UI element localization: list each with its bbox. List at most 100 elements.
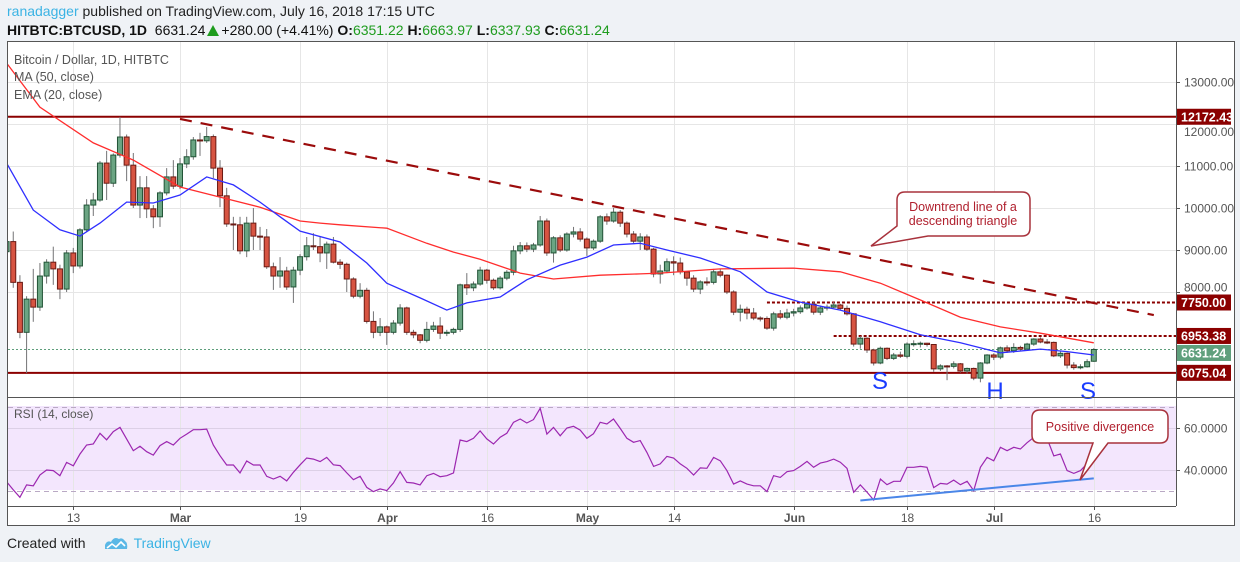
pattern-label-right-shoulder: S: [1080, 378, 1096, 405]
candle-up: [890, 354, 897, 359]
rsi-axis-label: 40.0000: [1184, 464, 1228, 478]
candle-down: [957, 363, 964, 372]
candle-down: [650, 248, 657, 275]
legend-ma50[interactable]: MA (50, close): [14, 70, 94, 84]
candle-down: [150, 208, 157, 218]
candle-down: [743, 308, 750, 314]
indicator-lines: [8, 63, 1155, 356]
candle-up: [243, 222, 250, 252]
candle-down: [283, 270, 290, 288]
downtrend-line: [179, 117, 1155, 317]
candle-down: [197, 139, 204, 142]
trend-callout-line1: Downtrend line of a: [909, 200, 1017, 214]
candle-up: [377, 326, 384, 333]
candle-down: [623, 222, 630, 235]
rsi-legend[interactable]: RSI (14, close): [14, 407, 93, 421]
candle-up: [710, 271, 717, 283]
author-link[interactable]: ranadagger: [7, 3, 79, 19]
candle-up: [110, 154, 117, 184]
candle-up: [136, 187, 143, 206]
candle-down: [237, 224, 244, 252]
time-axis-label: 16: [1088, 511, 1102, 525]
candle-up: [497, 277, 504, 289]
candle-down: [257, 235, 264, 238]
rsi-layer: [8, 406, 1095, 502]
symbol-label: HITBTC:BTCUSD, 1D: [7, 22, 147, 38]
candle-up: [1024, 343, 1031, 350]
legend-ema20[interactable]: EMA (20, close): [14, 88, 102, 102]
candle-down: [990, 354, 997, 358]
up-triangle-icon: [207, 25, 220, 36]
candle-up: [1090, 348, 1097, 362]
low-value: 6337.93: [489, 22, 541, 38]
candle-up: [570, 231, 577, 235]
candle-down: [703, 281, 710, 284]
candle-up: [323, 243, 330, 254]
candle-up: [550, 237, 557, 254]
open-label: O:: [337, 22, 353, 38]
candle-down: [723, 274, 730, 293]
candle-up: [63, 252, 70, 290]
open-value: 6351.22: [352, 22, 404, 38]
candle-up: [290, 269, 297, 288]
candle-up: [1084, 361, 1091, 368]
candle-down: [250, 222, 257, 237]
candles-layer: [8, 116, 1097, 383]
candle-down: [123, 136, 130, 166]
candle-up: [116, 136, 123, 156]
candle-down: [437, 325, 444, 334]
level-price-label: 7750.00: [1181, 296, 1226, 310]
candle-down: [924, 342, 931, 345]
candle-down: [1017, 346, 1024, 350]
price-axis-label: 11000.00: [1184, 160, 1233, 174]
trend-callout-bubble[interactable]: [870, 191, 1031, 247]
time-axis-label: 18: [901, 511, 915, 525]
candle-up: [697, 281, 704, 290]
candle-up: [790, 311, 797, 314]
candle-down: [523, 245, 530, 250]
candle-up: [937, 365, 944, 370]
candle-down: [410, 331, 417, 336]
time-axis-label: Jun: [784, 511, 805, 525]
candle-up: [537, 220, 544, 246]
candle-up: [470, 283, 477, 289]
candle-up: [590, 240, 597, 249]
candle-up: [397, 307, 404, 324]
ema20-line: [8, 164, 1094, 356]
candle-up: [430, 325, 437, 330]
candle-down: [837, 304, 844, 309]
candle-down: [897, 354, 904, 357]
level-price-label: 6075.04: [1181, 366, 1226, 380]
candle-down: [870, 349, 877, 364]
candle-up: [503, 271, 510, 279]
divergence-callout-text: Positive divergence: [1046, 420, 1154, 434]
candle-down: [263, 236, 270, 268]
price-axis-label: 13000.00: [1184, 76, 1234, 90]
candle-down: [70, 252, 77, 267]
level-price-label: 6631.24: [1181, 346, 1226, 360]
candle-up: [950, 363, 957, 367]
candle-down: [1004, 347, 1011, 352]
time-axis-label: 16: [481, 511, 495, 525]
candle-up: [597, 216, 604, 242]
candle-down: [370, 320, 377, 333]
candle-down: [643, 236, 650, 250]
axes-layer: 13 Mar 19 Apr 16 May 14 Jun 18 Jul 16 8000.00 9000.0…: [67, 76, 1235, 526]
price-axis-label: 10000.00: [1184, 202, 1234, 216]
candle-down: [10, 241, 17, 283]
candle-down: [583, 238, 590, 249]
tradingview-link[interactable]: TradingView: [133, 535, 211, 551]
candle-up: [177, 163, 183, 187]
candle-up: [8, 241, 10, 253]
candle-up: [183, 156, 190, 165]
candle-up: [964, 367, 971, 372]
candle-down: [417, 334, 424, 341]
price-axis-label: 12000.00: [1184, 125, 1234, 139]
candle-up: [357, 289, 364, 297]
candle-down: [690, 277, 697, 290]
divergence-callout-bubble[interactable]: [1031, 409, 1169, 481]
candle-down: [330, 243, 337, 263]
candle-down: [483, 269, 490, 281]
time-axis-label: 13: [67, 511, 81, 525]
